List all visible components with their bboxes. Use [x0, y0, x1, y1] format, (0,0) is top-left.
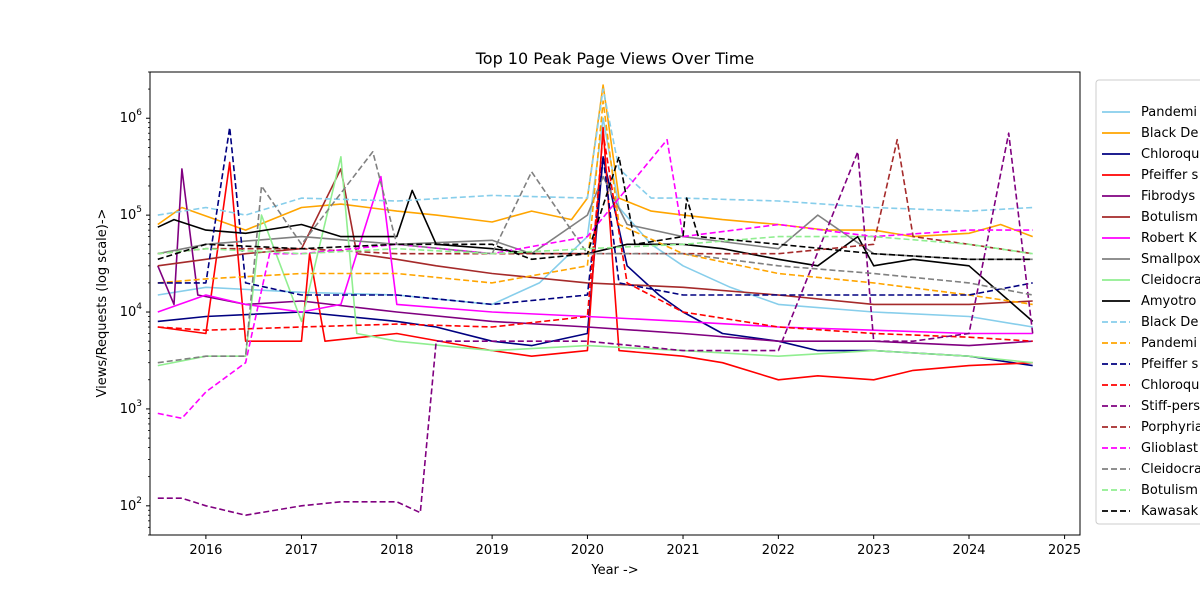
legend-label: Kawasak	[1141, 504, 1199, 519]
legend-label: Chloroqu	[1141, 378, 1199, 393]
y-tick-label: 105	[120, 205, 142, 223]
legend-label: Pandemi	[1141, 105, 1197, 120]
y-tick-label: 104	[120, 302, 143, 320]
x-tick-label: 2017	[285, 543, 318, 558]
legend-label: Cleidocra	[1141, 462, 1200, 477]
series-line-12	[157, 100, 1033, 306]
legend-label: Porphyria	[1141, 420, 1200, 435]
legend-label: Pfeiffer s	[1141, 168, 1198, 183]
x-tick-label: 2018	[380, 543, 413, 558]
series-line-9	[157, 156, 1033, 367]
legend-label: Stiff-pers	[1141, 399, 1200, 414]
x-axis-label: Year ->	[590, 563, 638, 578]
legend: Pandemi Black De Chloroqu Pfeiffer s Fibrody…	[1095, 79, 1200, 525]
y-tick-label: 103	[120, 399, 142, 417]
series-line-4	[157, 126, 1033, 381]
x-tick-label: 2022	[762, 543, 795, 558]
legend-label: Chloroqu	[1141, 147, 1199, 162]
legend-label: Cleidocra	[1141, 273, 1200, 288]
legend-label: Botulism	[1141, 483, 1198, 498]
series-line-2	[157, 84, 1033, 238]
legend-box	[1095, 79, 1200, 525]
series-line-5	[157, 168, 1033, 347]
series-line-18	[157, 151, 1033, 364]
legend-label: Black De	[1141, 126, 1198, 141]
series-line-19	[157, 235, 1033, 255]
y-axis-label: Views/Requests (log scale)->	[95, 209, 110, 398]
series-line-6	[157, 168, 1033, 306]
x-tick-label: 2024	[952, 543, 985, 558]
series-line-11	[157, 88, 1033, 216]
x-tick-label: 2020	[571, 543, 604, 558]
legend-label: Botulism	[1141, 210, 1198, 225]
legend-label: Smallpox	[1141, 252, 1200, 267]
x-tick-label: 2016	[189, 543, 222, 558]
y-tick-label: 102	[120, 496, 142, 514]
plot-frame	[149, 71, 1081, 536]
series-line-7	[157, 175, 1033, 335]
x-tick-label: 2025	[1048, 543, 1081, 558]
chart-title: Top 10 Peak Page Views Over Time	[475, 49, 755, 68]
series-line-15	[157, 132, 1034, 516]
series-line-20	[157, 156, 1033, 261]
legend-label: Pandemi	[1141, 336, 1197, 351]
x-tick-label: 2021	[666, 543, 699, 558]
y-tick-label: 106	[120, 108, 143, 126]
legend-label: Fibrodys	[1141, 189, 1195, 204]
legend-label: Robert K	[1141, 231, 1197, 246]
y-axis-ticks: 102 103 104 105 106	[120, 71, 150, 536]
legend-label: Amyotro	[1141, 294, 1196, 309]
legend-label: Glioblast	[1141, 441, 1198, 456]
x-axis-ticks: 2016 2017 2018 2019 2020 2021 2022 2023 2024 2025	[189, 535, 1081, 558]
x-tick-label: 2023	[857, 543, 890, 558]
legend-label: Black De	[1141, 315, 1198, 330]
series-line-10	[157, 189, 1034, 323]
series-line-13	[157, 126, 1033, 306]
x-tick-label: 2019	[476, 543, 509, 558]
legend-label: Pfeiffer s	[1141, 357, 1198, 372]
series-line-8	[157, 175, 1033, 261]
plot-series	[157, 84, 1034, 516]
